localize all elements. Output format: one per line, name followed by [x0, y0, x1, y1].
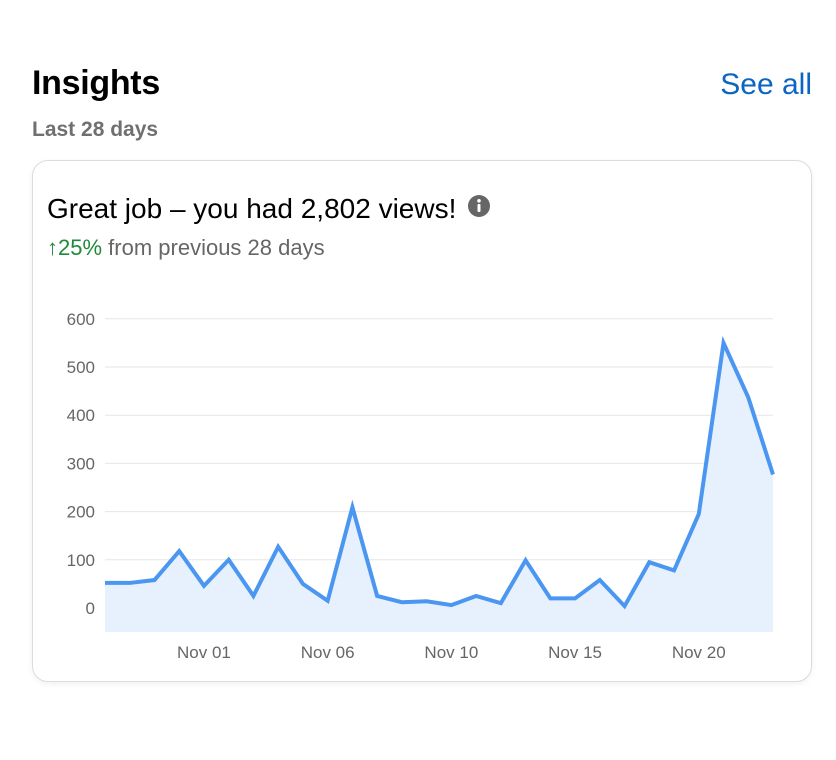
views-card: Great job – you had 2,802 views! ↑25% fr… — [32, 160, 812, 682]
views-line — [105, 335, 775, 610]
y-tick-label: 600 — [67, 310, 95, 329]
y-tick-label: 0 — [86, 599, 95, 618]
x-tick-label: Nov 06 — [301, 643, 355, 662]
y-tick-label: 400 — [67, 406, 95, 425]
see-all-link[interactable]: See all — [720, 68, 812, 101]
y-tick-label: 500 — [67, 358, 95, 377]
y-tick-label: 100 — [67, 551, 95, 570]
x-tick-label: Nov 01 — [177, 643, 231, 662]
x-tick-label: Nov 20 — [672, 643, 726, 662]
x-tick-label: Nov 15 — [548, 643, 602, 662]
info-icon[interactable] — [468, 192, 491, 224]
views-change: ↑25% from previous 28 days — [47, 235, 325, 261]
views-headline: Great job – you had 2,802 views! — [47, 192, 491, 227]
date-range-label: Last 28 days — [32, 118, 159, 141]
insights-header: Insights Last 28 days See all — [32, 64, 812, 141]
views-chart: 0 100 200 300 400 500 600 Nov 01 Nov 06 Nov 10 Nov… — [67, 310, 775, 662]
change-description: from previous 28 days — [102, 235, 325, 260]
x-tick-label: Nov 10 — [424, 643, 478, 662]
views-headline-text: Great job – you had 2,802 views! — [47, 193, 457, 224]
page-title: Insights — [32, 64, 160, 102]
y-tick-label: 300 — [67, 454, 95, 473]
change-percentage: ↑25% — [47, 235, 103, 260]
views-area — [105, 342, 773, 633]
y-tick-label: 200 — [67, 503, 95, 522]
